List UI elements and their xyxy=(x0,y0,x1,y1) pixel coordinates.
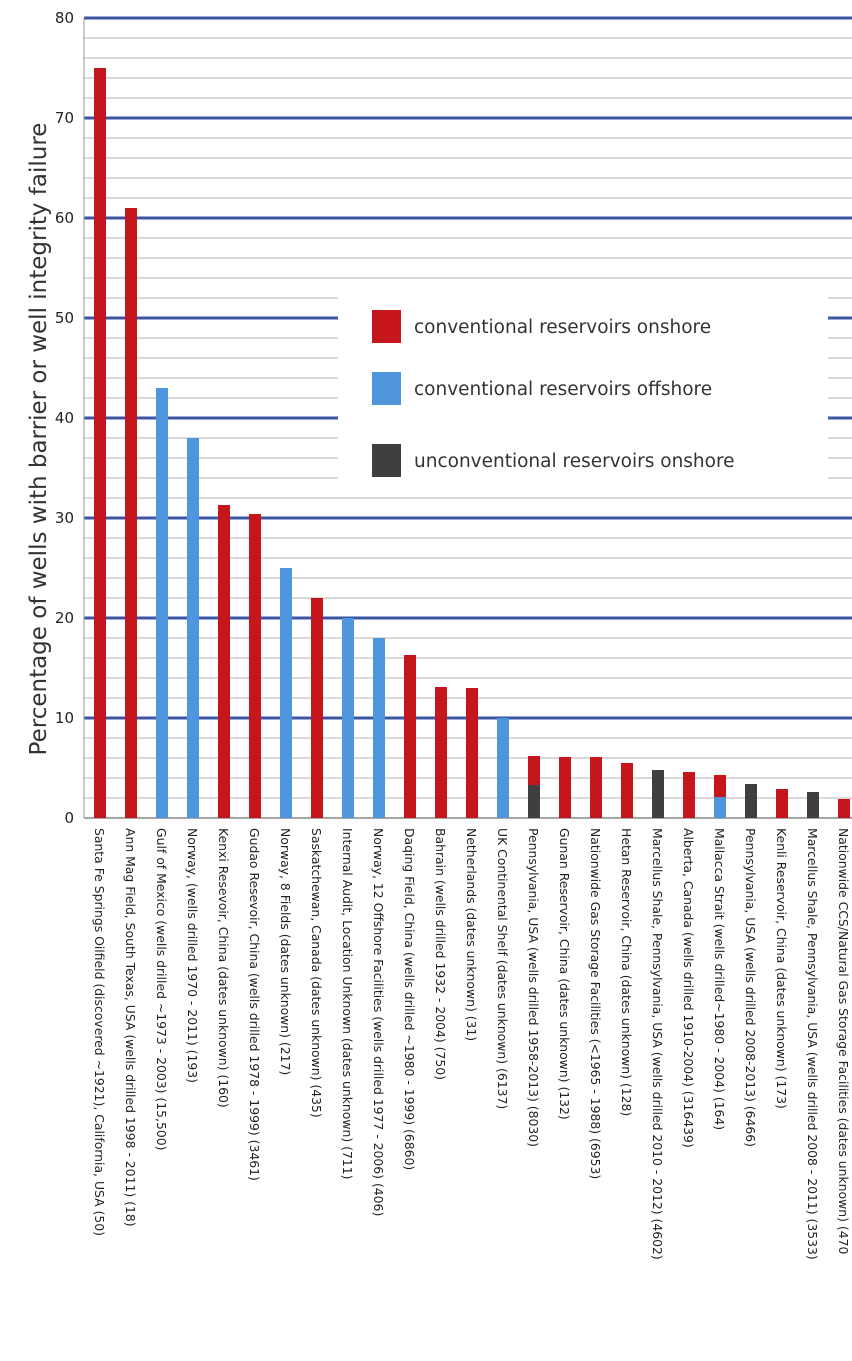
y-tick-label: 50 xyxy=(55,309,74,327)
legend-swatch-onshore xyxy=(372,310,401,343)
x-axis-ticks: Santa Fe Springs Oilfield (discovered ~1… xyxy=(92,828,851,1260)
bar-segment-onshore xyxy=(435,687,447,818)
bar-segment-offshore xyxy=(280,568,292,818)
x-tick-label: Pennsylvania, USA (wells drilled 2008-20… xyxy=(743,828,758,1147)
x-tick-label: Kenxi Resevoir, China (dates unknown) (1… xyxy=(216,828,231,1108)
y-tick-label: 0 xyxy=(64,809,74,827)
y-axis-label: Percentage of wells with barrier or well… xyxy=(26,123,52,756)
x-tick-label: Bahrain (wells drilled 1932 - 2004) (750… xyxy=(433,828,448,1080)
bars xyxy=(94,68,850,818)
y-tick-label: 10 xyxy=(55,709,74,727)
bar-segment-unconventional xyxy=(652,770,664,818)
x-tick-label: Saskatchewan, Canada (dates unknown) (43… xyxy=(309,828,324,1118)
bar-segment-offshore xyxy=(187,438,199,818)
bar-segment-offshore xyxy=(342,618,354,818)
x-tick-label: Daqing Field, China (wells drilled ~1980… xyxy=(402,828,417,1170)
legend: conventional reservoirs onshore conventio… xyxy=(338,297,828,495)
legend-label-unconventional: unconventional reservoirs onshore xyxy=(414,451,735,472)
bar-segment-onshore xyxy=(528,756,540,785)
x-tick-label: Gudao Resevoir, China (wells drilled 197… xyxy=(247,828,262,1181)
x-tick-label: Norway, 12 Offshore Facilities (wells dr… xyxy=(371,828,386,1216)
x-tick-label: UK Continental Shelf (dates unknown) (61… xyxy=(495,828,510,1109)
bar-segment-offshore xyxy=(156,388,168,818)
bar-segment-onshore xyxy=(218,505,230,818)
x-tick-label: Pennsylvania, USA (wells drilled 1958-20… xyxy=(526,828,541,1147)
bar-segment-offshore xyxy=(497,718,509,818)
y-tick-label: 20 xyxy=(55,609,74,627)
legend-items: conventional reservoirs onshore conventio… xyxy=(372,310,735,477)
bar-segment-onshore xyxy=(714,775,726,797)
y-axis-ticks: 0 10 20 30 40 50 60 70 80 xyxy=(55,9,74,827)
x-tick-label: Nationwide CCS/Natural Gas Storage Facil… xyxy=(836,828,851,1254)
y-tick-label: 70 xyxy=(55,109,74,127)
x-tick-label: Santa Fe Springs Oilfield (discovered ~1… xyxy=(92,828,107,1236)
bar-segment-onshore xyxy=(94,68,106,818)
bar-segment-offshore xyxy=(373,638,385,818)
y-tick-label: 40 xyxy=(55,409,74,427)
x-tick-label: Hetan Reservoir, China (dates unknown) (… xyxy=(619,828,634,1116)
x-tick-label: Netherlands (dates unknown) (31) xyxy=(464,828,479,1041)
bar-segment-onshore xyxy=(125,208,137,818)
x-tick-label: Nationwide Gas Storage Facilities (<1965… xyxy=(588,828,603,1179)
legend-label-onshore: conventional reservoirs onshore xyxy=(414,317,711,338)
legend-background xyxy=(338,297,828,495)
bar-segment-unconventional xyxy=(528,785,540,818)
bar-segment-onshore xyxy=(838,799,850,818)
bar-segment-onshore xyxy=(621,763,633,818)
legend-label-offshore: conventional reservoirs offshore xyxy=(414,379,712,400)
y-tick-label: 60 xyxy=(55,209,74,227)
bar-segment-onshore xyxy=(683,772,695,818)
x-tick-label: Alberta, Canada (wells drilled 1910-2004… xyxy=(681,828,696,1148)
y-tick-label: 30 xyxy=(55,509,74,527)
bar-segment-onshore xyxy=(404,655,416,818)
bar-segment-offshore xyxy=(714,797,726,818)
x-tick-label: Internal Audit, Location Unknown (dates … xyxy=(340,828,355,1179)
x-tick-label: Norway, 8 Fields (dates unknown) (217) xyxy=(278,828,293,1075)
x-tick-label: Marcellus Shale, Pennsylvania, USA (well… xyxy=(805,828,820,1260)
bar-segment-onshore xyxy=(559,757,571,818)
bar-segment-onshore xyxy=(311,598,323,818)
x-tick-label: Norway, (wells drilled 1970 - 2011) (193… xyxy=(185,828,200,1083)
legend-swatch-unconventional xyxy=(372,444,401,477)
bar-segment-onshore xyxy=(466,688,478,818)
x-tick-label: Ann Mag Field, South Texas, USA (wells d… xyxy=(123,828,138,1227)
x-tick-label: Marcellus Shale, Pennsylvania, USA (well… xyxy=(650,828,665,1260)
bar-segment-onshore xyxy=(249,514,261,818)
bar-segment-onshore xyxy=(590,757,602,818)
bar-segment-unconventional xyxy=(807,792,819,818)
x-tick-label: Gunan Reservoir, China (dates unknown) (… xyxy=(557,828,572,1120)
x-tick-label: Gulf of Mexico (wells drilled ~1973 - 20… xyxy=(154,828,169,1150)
bar-segment-unconventional xyxy=(745,784,757,818)
legend-swatch-offshore xyxy=(372,372,401,405)
x-tick-label: Kenli Reservoir, China (dates unknown) (… xyxy=(774,828,789,1109)
y-tick-label: 80 xyxy=(55,9,74,27)
x-tick-label: Mallacca Strait (wells drilled~1980 - 20… xyxy=(712,828,727,1130)
bar-segment-onshore xyxy=(776,789,788,818)
